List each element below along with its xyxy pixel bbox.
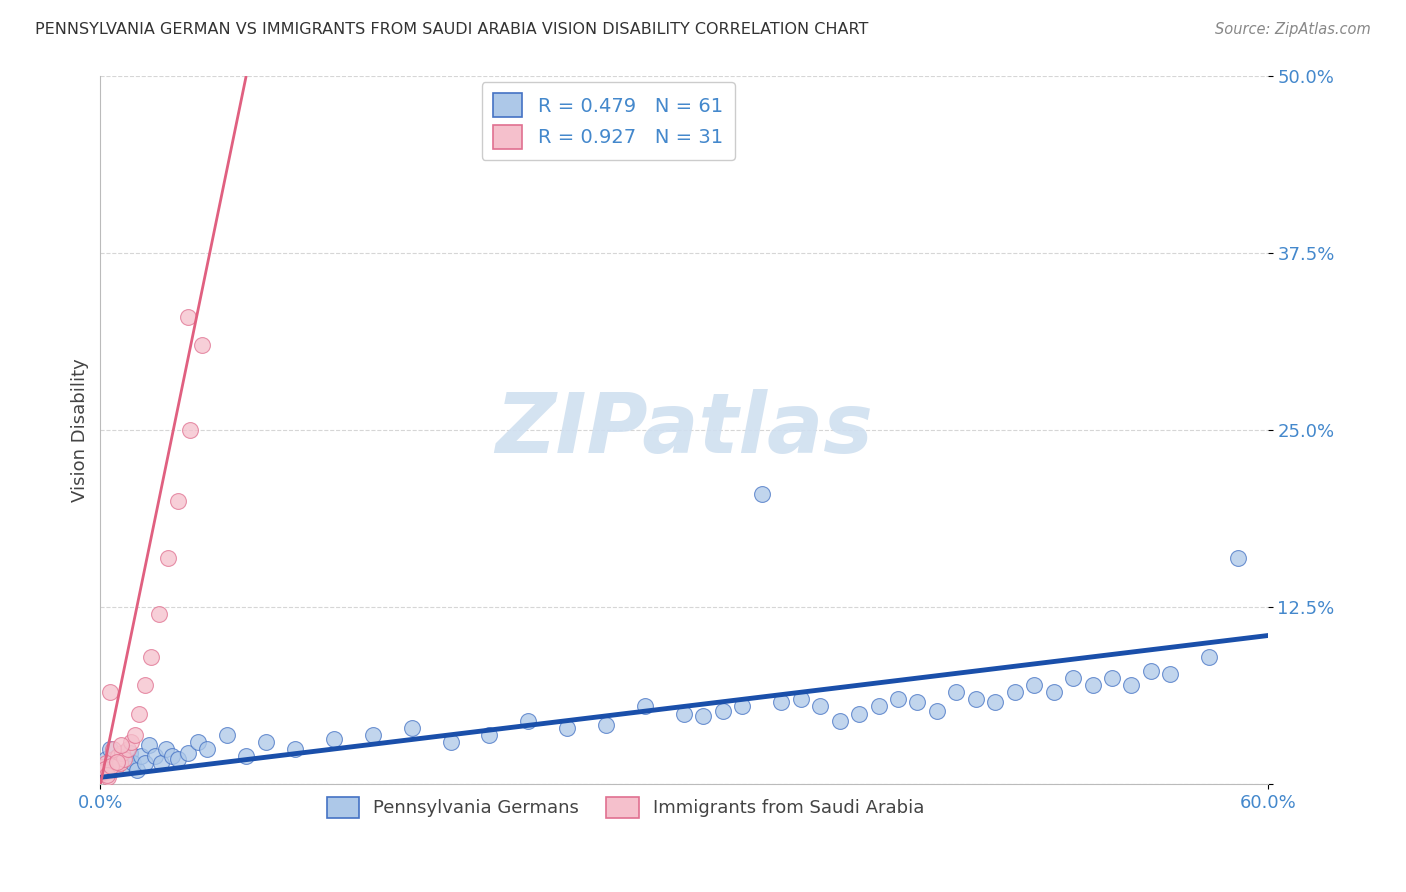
Point: [155, 742, 177, 756]
Point: [97, 770, 120, 784]
Text: Source: ZipAtlas.com: Source: ZipAtlas.com: [1215, 22, 1371, 37]
Point: [770, 695, 793, 709]
Point: [112, 752, 135, 766]
Point: [94, 762, 117, 776]
Point: [751, 487, 773, 501]
Point: [828, 714, 851, 728]
Point: [731, 699, 754, 714]
Point: [107, 749, 129, 764]
Point: [634, 699, 657, 714]
Point: [101, 742, 124, 756]
Point: [149, 756, 172, 771]
Point: [167, 752, 190, 766]
Point: [322, 732, 344, 747]
Point: [848, 706, 870, 721]
Point: [808, 699, 831, 714]
Point: [179, 423, 201, 437]
Point: [100, 759, 122, 773]
Point: [1101, 671, 1123, 685]
Point: [868, 699, 890, 714]
Point: [401, 721, 423, 735]
Point: [177, 310, 200, 324]
Point: [1081, 678, 1104, 692]
Point: [162, 749, 184, 764]
Point: [254, 735, 277, 749]
Point: [105, 755, 128, 769]
Point: [121, 735, 143, 749]
Legend: Pennsylvania Germans, Immigrants from Saudi Arabia: Pennsylvania Germans, Immigrants from Sa…: [319, 789, 932, 825]
Point: [143, 749, 166, 764]
Point: [98, 685, 121, 699]
Point: [96, 752, 118, 766]
Point: [1024, 678, 1046, 692]
Point: [157, 550, 180, 565]
Point: [1062, 671, 1084, 685]
Point: [101, 764, 124, 778]
Point: [1159, 666, 1181, 681]
Point: [111, 760, 134, 774]
Point: [117, 742, 139, 756]
Text: ZIPatlas: ZIPatlas: [495, 390, 873, 470]
Point: [177, 746, 200, 760]
Point: [107, 749, 129, 764]
Point: [167, 494, 190, 508]
Point: [1140, 664, 1163, 678]
Point: [91, 764, 114, 779]
Point: [595, 718, 617, 732]
Point: [790, 692, 813, 706]
Point: [127, 764, 149, 778]
Point: [1042, 685, 1064, 699]
Point: [124, 728, 146, 742]
Point: [1121, 678, 1143, 692]
Point: [195, 742, 218, 756]
Point: [139, 649, 162, 664]
Point: [711, 704, 734, 718]
Point: [439, 735, 461, 749]
Point: [96, 767, 118, 781]
Point: [672, 706, 695, 721]
Point: [148, 607, 170, 622]
Point: [134, 678, 156, 692]
Point: [517, 714, 540, 728]
Point: [478, 728, 501, 742]
Point: [118, 746, 141, 760]
Point: [110, 738, 132, 752]
Point: [361, 728, 384, 742]
Point: [1198, 649, 1220, 664]
Point: [96, 756, 118, 771]
Y-axis label: Vision Disability: Vision Disability: [72, 358, 89, 502]
Point: [692, 709, 714, 723]
Point: [1004, 685, 1026, 699]
Point: [925, 704, 948, 718]
Point: [907, 695, 929, 709]
Point: [190, 338, 212, 352]
Point: [215, 728, 238, 742]
Point: [114, 752, 136, 766]
Point: [111, 746, 134, 760]
Point: [284, 742, 307, 756]
Point: [129, 749, 152, 764]
Point: [187, 735, 209, 749]
Point: [984, 695, 1007, 709]
Point: [555, 721, 578, 735]
Point: [104, 760, 127, 774]
Point: [103, 752, 125, 766]
Text: PENNSYLVANIA GERMAN VS IMMIGRANTS FROM SAUDI ARABIA VISION DISABILITY CORRELATIO: PENNSYLVANIA GERMAN VS IMMIGRANTS FROM S…: [35, 22, 869, 37]
Point: [945, 685, 967, 699]
Point: [108, 756, 131, 771]
Point: [98, 742, 121, 756]
Point: [93, 766, 115, 780]
Point: [138, 738, 160, 752]
Point: [887, 692, 910, 706]
Point: [103, 756, 125, 771]
Point: [235, 749, 257, 764]
Point: [134, 756, 156, 771]
Point: [122, 756, 145, 771]
Point: [91, 760, 114, 774]
Point: [965, 692, 987, 706]
Point: [128, 706, 150, 721]
Point: [1227, 550, 1250, 565]
